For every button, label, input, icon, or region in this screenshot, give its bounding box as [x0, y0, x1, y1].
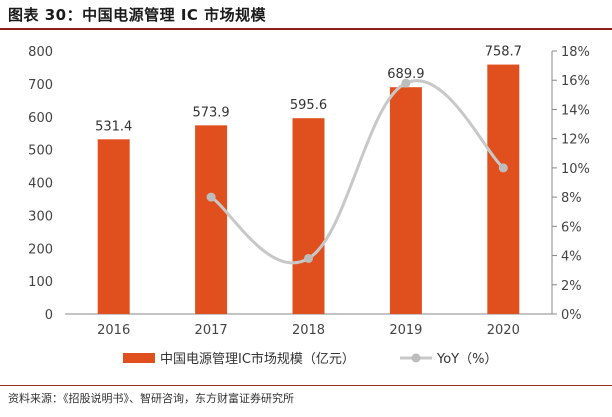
x-tick-label: 2017 — [195, 323, 228, 338]
data-labels: 531.4 573.9 595.6 689.9 758.7 — [95, 45, 522, 135]
bar-value-label: 758.7 — [485, 45, 522, 60]
y-right-tick-label: 10% — [561, 162, 590, 177]
y-right-tick-label: 4% — [561, 250, 582, 265]
bar-series — [97, 64, 520, 314]
bar-2017 — [195, 125, 228, 314]
source-note: 资料来源：《招股说明书》、智研咨询，东方财富证券研究所 — [8, 392, 294, 405]
y-left-tick-label: 100 — [28, 275, 53, 290]
bar-2018 — [292, 118, 325, 314]
legend-bar-label: 中国电源管理IC市场规模（亿元） — [160, 351, 355, 367]
y-right-tick-label: 8% — [561, 191, 582, 206]
y-left-tick-label: 400 — [28, 177, 53, 192]
y-right-tick-label: 14% — [561, 103, 590, 118]
y-left-tick-label: 0 — [45, 308, 53, 323]
bar-value-label: 689.9 — [387, 67, 424, 82]
legend: 中国电源管理IC市场规模（亿元） YoY（%） — [123, 351, 497, 367]
bar-2019 — [389, 87, 422, 314]
legend-bar-swatch — [123, 353, 155, 363]
y-left-tick-label: 800 — [28, 45, 53, 60]
chart: 0 100 200 300 400 500 600 700 800 0% 2% 4% 6% 8% 10% 12… — [28, 45, 590, 367]
bar-2016 — [97, 139, 130, 314]
y-right-tick-label: 12% — [561, 133, 590, 148]
y-right-tick-label: 18% — [561, 45, 590, 60]
yoy-point-2020 — [498, 163, 508, 173]
y-left-tick-label: 300 — [28, 209, 53, 224]
x-tick-label: 2019 — [389, 323, 422, 338]
footer-divider — [0, 385, 612, 386]
y-left-tick-label: 200 — [28, 242, 53, 257]
bar-value-label: 573.9 — [192, 105, 229, 120]
x-tick-label: 2016 — [97, 323, 130, 338]
legend-line-label: YoY（%） — [436, 352, 497, 367]
yoy-point-2018 — [304, 253, 313, 263]
title-divider — [0, 28, 612, 30]
x-tick-label: 2020 — [487, 323, 520, 338]
y-right-tick-label: 6% — [561, 220, 582, 235]
yoy-point-2017 — [206, 192, 216, 202]
y-right-tick-label: 16% — [561, 74, 590, 89]
bar-2020 — [487, 64, 520, 314]
x-tick-label: 2018 — [292, 323, 325, 338]
y-left-tick-label: 500 — [28, 144, 53, 159]
y-right-tick-label: 2% — [561, 279, 582, 294]
bar-value-label: 595.6 — [290, 98, 327, 113]
yoy-line — [210, 79, 505, 265]
yoy-point-2019 — [401, 78, 411, 88]
bar-value-label: 531.4 — [95, 119, 132, 134]
y-right-tick-label: 0% — [561, 308, 582, 323]
figure-title: 图表 30：中国电源管理 IC 市场规模 — [8, 6, 267, 24]
y-left-tick-label: 700 — [28, 78, 53, 93]
yoy-line-series — [206, 78, 508, 265]
y-left-tick-label: 600 — [28, 111, 53, 126]
legend-line-marker — [411, 353, 421, 363]
chart-axes: 0 100 200 300 400 500 600 700 800 0% 2% 4% 6% 8% 10% 12… — [28, 45, 590, 338]
